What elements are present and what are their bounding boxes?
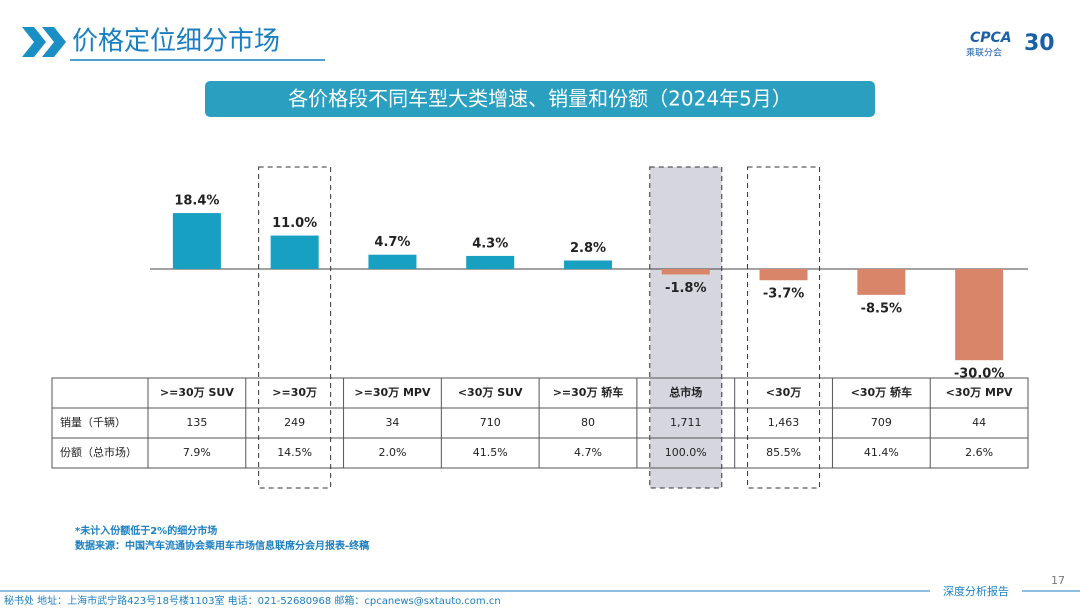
table-cell: 34 (385, 416, 399, 429)
highlight-shade (649, 166, 723, 489)
chevrons (22, 27, 66, 57)
value-label: -8.5% (861, 301, 902, 316)
column-header: >=30万 轿车 (553, 385, 624, 399)
plot: >=30万 SUV >=30万 >=30万 MPV <30万 SUV >=30万 轿车 总… (51, 166, 1029, 489)
table-cell: 249 (284, 416, 305, 429)
chart-title-bar (205, 81, 875, 117)
bar (759, 269, 808, 281)
note: *未计入份额低于2%的细分市场 (75, 524, 217, 537)
value-label: -3.7% (763, 287, 804, 302)
chart-title: 各价格段不同车型大类增速、销量和份额（2024年5月） (288, 87, 792, 111)
slide-title: 价格定位细分市场 (72, 27, 280, 57)
table-cell: 41.4% (864, 446, 899, 459)
row-label: 份额（总市场） (60, 445, 137, 459)
value-label: 4.3% (472, 236, 508, 251)
value-label: -30.0% (954, 367, 1005, 382)
column-header: <30万 SUV (458, 386, 523, 399)
table-cell: 2.6% (965, 446, 993, 459)
footer-contact: 秘书处 地址：上海市武宁路423号18号楼1103室 电话：021-526809… (4, 594, 501, 607)
bar (564, 260, 612, 269)
value-label: 18.4% (174, 194, 219, 209)
highlight-box (747, 166, 821, 489)
column-header: <30万 MPV (946, 386, 1013, 399)
table-cell: 1,463 (768, 416, 800, 429)
value-label: 11.0% (272, 216, 317, 231)
highlight-box (258, 166, 332, 489)
footer-tag: 深度分析报告 (943, 584, 1009, 598)
column-header: 总市场 (669, 385, 702, 399)
bar (172, 213, 221, 269)
anniversary: 30 (1024, 31, 1055, 56)
column-header: >=30万 (272, 386, 317, 399)
table-cell: 85.5% (766, 446, 801, 459)
table-cell: 41.5% (473, 446, 508, 459)
table-cell: 7.9% (183, 446, 211, 459)
column-header: <30万 轿车 (851, 385, 912, 399)
table-cell: 80 (581, 416, 595, 429)
table-cell: 709 (871, 416, 892, 429)
column-header: >=30万 MPV (354, 386, 431, 399)
table-cell: 44 (972, 416, 986, 429)
page-number: 17 (1051, 574, 1065, 587)
table-cell: 710 (480, 416, 501, 429)
table-cell: 1,711 (670, 416, 702, 429)
column-header: <30万 (766, 386, 802, 399)
bar (368, 254, 417, 269)
bar (857, 269, 906, 295)
table-frame (51, 377, 1029, 469)
value-label: 4.7% (374, 235, 410, 250)
logo-sub: 乘联分会 (966, 47, 1002, 59)
table-cell: 135 (186, 416, 207, 429)
bar (466, 255, 515, 269)
table-cell: 14.5% (277, 446, 312, 459)
table-cell: 100.0% (665, 446, 707, 459)
column-header: >=30万 SUV (160, 386, 234, 399)
bar (661, 269, 710, 275)
table-cell: 4.7% (574, 446, 602, 459)
table-cell: 2.0% (378, 446, 406, 459)
bar (955, 269, 1004, 361)
note: 数据来源：中国汽车流通协会乘用车市场信息联席分会月报表-终稿 (75, 539, 369, 552)
row-label: 销量（千辆） (60, 415, 126, 429)
value-label: 2.8% (570, 241, 606, 256)
value-label: -1.8% (665, 281, 706, 296)
bar (270, 235, 319, 269)
logo: CPCA (970, 30, 1012, 46)
